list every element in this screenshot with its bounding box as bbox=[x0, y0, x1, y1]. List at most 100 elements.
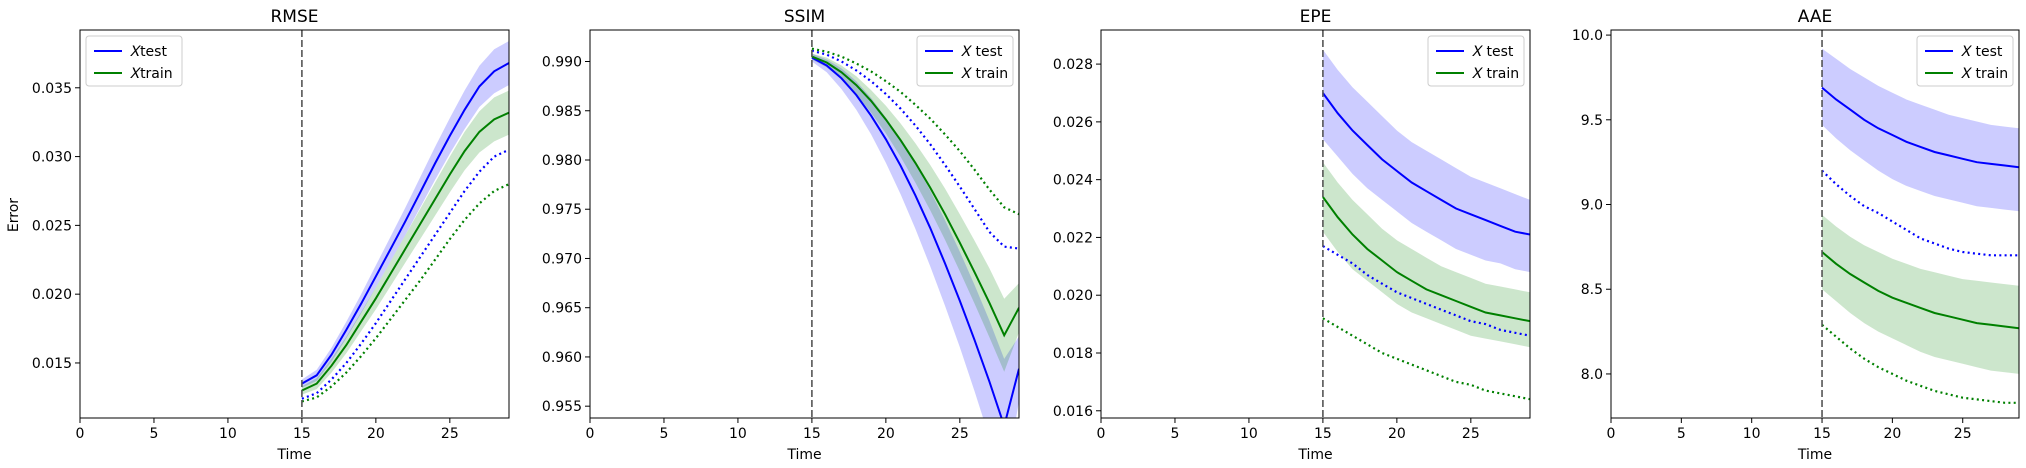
x-tick-label: 10 bbox=[1743, 426, 1761, 442]
x-tick-label: 20 bbox=[1388, 426, 1406, 442]
legend-label: 𝑋 test bbox=[961, 44, 1003, 60]
legend: 𝑋 test 𝑋 train bbox=[1916, 35, 2014, 87]
y-tick-label: 0.975 bbox=[542, 202, 582, 218]
axes-frame bbox=[79, 29, 510, 419]
dotted-line-test bbox=[1821, 169, 2019, 257]
dotted-line-train bbox=[811, 47, 1019, 216]
y-tick-label: 0.016 bbox=[1053, 404, 1093, 420]
confidence-band-train bbox=[301, 90, 509, 395]
axes-frame bbox=[1100, 29, 1531, 419]
x-tick-label: 10 bbox=[729, 426, 747, 442]
y-tick-label: 0.955 bbox=[542, 399, 582, 415]
y-tick-label: 0.980 bbox=[542, 153, 582, 169]
x-axis-label: Time bbox=[1297, 447, 1332, 463]
y-tick-label: 0.985 bbox=[542, 104, 582, 120]
y-tick-label: 0.960 bbox=[542, 350, 582, 366]
plot-area bbox=[301, 41, 509, 403]
legend: 𝑋test 𝑋train bbox=[85, 35, 183, 87]
chart-title: EPE bbox=[1300, 7, 1332, 27]
x-tick-label: 25 bbox=[441, 426, 459, 442]
dotted-line-test bbox=[301, 148, 509, 400]
y-tick-label: 8.0 bbox=[1581, 367, 1603, 383]
chart-panel-rmse: 0 5 10 15 20 25 0.015 0.020 0.025 0.030 0.035 RMSE T… bbox=[32, 7, 510, 463]
y-tick-label: 9.0 bbox=[1581, 198, 1603, 214]
y-tick-label: 0.015 bbox=[32, 356, 72, 372]
x-tick-label: 15 bbox=[1813, 426, 1831, 442]
x-axis-label: Time bbox=[1797, 447, 1832, 463]
legend-label: 𝑋 train bbox=[1472, 66, 1519, 82]
axes-frame bbox=[589, 29, 1020, 419]
plot-area bbox=[811, 47, 1019, 418]
dotted-line-test bbox=[1322, 245, 1530, 337]
x-tick-label: 5 bbox=[660, 426, 669, 442]
chart-panel-epe: 0 5 10 15 20 25 0.016 0.018 0.020 0.022 0.024 0.026… bbox=[1053, 7, 1531, 463]
legend-label: 𝑋 test bbox=[1961, 44, 2003, 60]
x-tick-label: 20 bbox=[877, 426, 895, 442]
y-tick-label: 9.5 bbox=[1581, 113, 1603, 129]
confidence-band-test bbox=[301, 41, 509, 388]
x-tick-label: 25 bbox=[1462, 426, 1480, 442]
chart-panel-ssim: 0 5 10 15 20 25 0.955 0.960 0.965 0.970 0.975 0.980… bbox=[542, 7, 1020, 463]
legend-label: 𝑋 train bbox=[961, 66, 1008, 82]
x-tick-label: 15 bbox=[293, 426, 311, 442]
confidence-band-test bbox=[811, 53, 1019, 418]
series-line-train bbox=[1322, 196, 1530, 323]
x-tick-label: 10 bbox=[219, 426, 237, 442]
x-tick-label: 20 bbox=[367, 426, 385, 442]
y-axis-label: Error bbox=[6, 198, 22, 232]
dotted-line-test bbox=[811, 49, 1019, 250]
x-tick-label: 0 bbox=[586, 426, 595, 442]
x-tick-label: 25 bbox=[951, 426, 969, 442]
y-tick-label: 0.020 bbox=[32, 287, 72, 303]
y-tick-label: 0.020 bbox=[1053, 288, 1093, 304]
chart-title: SSIM bbox=[784, 7, 825, 27]
y-tick-label: 0.018 bbox=[1053, 346, 1093, 362]
series-line-test bbox=[1322, 92, 1530, 236]
chart-title: AAE bbox=[1798, 7, 1832, 27]
confidence-band-train bbox=[811, 53, 1019, 372]
x-tick-label: 15 bbox=[803, 426, 821, 442]
plot-area bbox=[1821, 48, 2019, 404]
confidence-band-train bbox=[1822, 214, 2019, 374]
y-tick-label: 0.026 bbox=[1053, 115, 1093, 131]
y-tick-label: 0.965 bbox=[542, 301, 582, 317]
y-tick-label: 0.035 bbox=[32, 81, 72, 97]
confidence-band-train bbox=[1322, 162, 1530, 348]
series-line-test bbox=[301, 62, 509, 385]
series-line-train bbox=[811, 55, 1019, 338]
y-tick-label: 0.030 bbox=[32, 150, 72, 166]
y-tick-label: 0.028 bbox=[1053, 57, 1093, 73]
series-line-test bbox=[1821, 86, 2019, 169]
axes-frame bbox=[1610, 29, 2020, 419]
plot-area bbox=[1322, 49, 1530, 401]
x-tick-label: 0 bbox=[76, 426, 85, 442]
y-tick-label: 0.022 bbox=[1053, 230, 1093, 246]
legend-label: 𝑋test bbox=[130, 44, 167, 60]
legend: 𝑋 test 𝑋 train bbox=[1427, 35, 1525, 87]
x-tick-label: 5 bbox=[150, 426, 159, 442]
confidence-band-test bbox=[1822, 48, 2019, 212]
x-tick-label: 5 bbox=[1171, 426, 1180, 442]
dotted-line-train bbox=[1821, 323, 2019, 404]
y-tick-label: 0.025 bbox=[32, 218, 72, 234]
y-tick-label: 0.024 bbox=[1053, 173, 1093, 189]
chart-title: RMSE bbox=[270, 7, 318, 27]
x-tick-label: 0 bbox=[1097, 426, 1106, 442]
y-tick-label: 10.0 bbox=[1572, 28, 1603, 44]
x-tick-label: 10 bbox=[1240, 426, 1258, 442]
legend-label: 𝑋 train bbox=[1961, 66, 2008, 82]
series-line-train bbox=[301, 111, 509, 392]
x-tick-label: 5 bbox=[1677, 426, 1686, 442]
legend-label: 𝑋 test bbox=[1472, 44, 1514, 60]
x-tick-label: 0 bbox=[1607, 426, 1616, 442]
x-axis-label: Time bbox=[276, 447, 311, 463]
x-tick-label: 15 bbox=[1314, 426, 1332, 442]
legend: 𝑋 test 𝑋 train bbox=[916, 35, 1014, 87]
x-axis-label: Time bbox=[786, 447, 821, 463]
x-tick-label: 20 bbox=[1883, 426, 1901, 442]
y-tick-label: 0.970 bbox=[542, 251, 582, 267]
series-line-test bbox=[811, 56, 1019, 418]
x-tick-label: 25 bbox=[1954, 426, 1972, 442]
